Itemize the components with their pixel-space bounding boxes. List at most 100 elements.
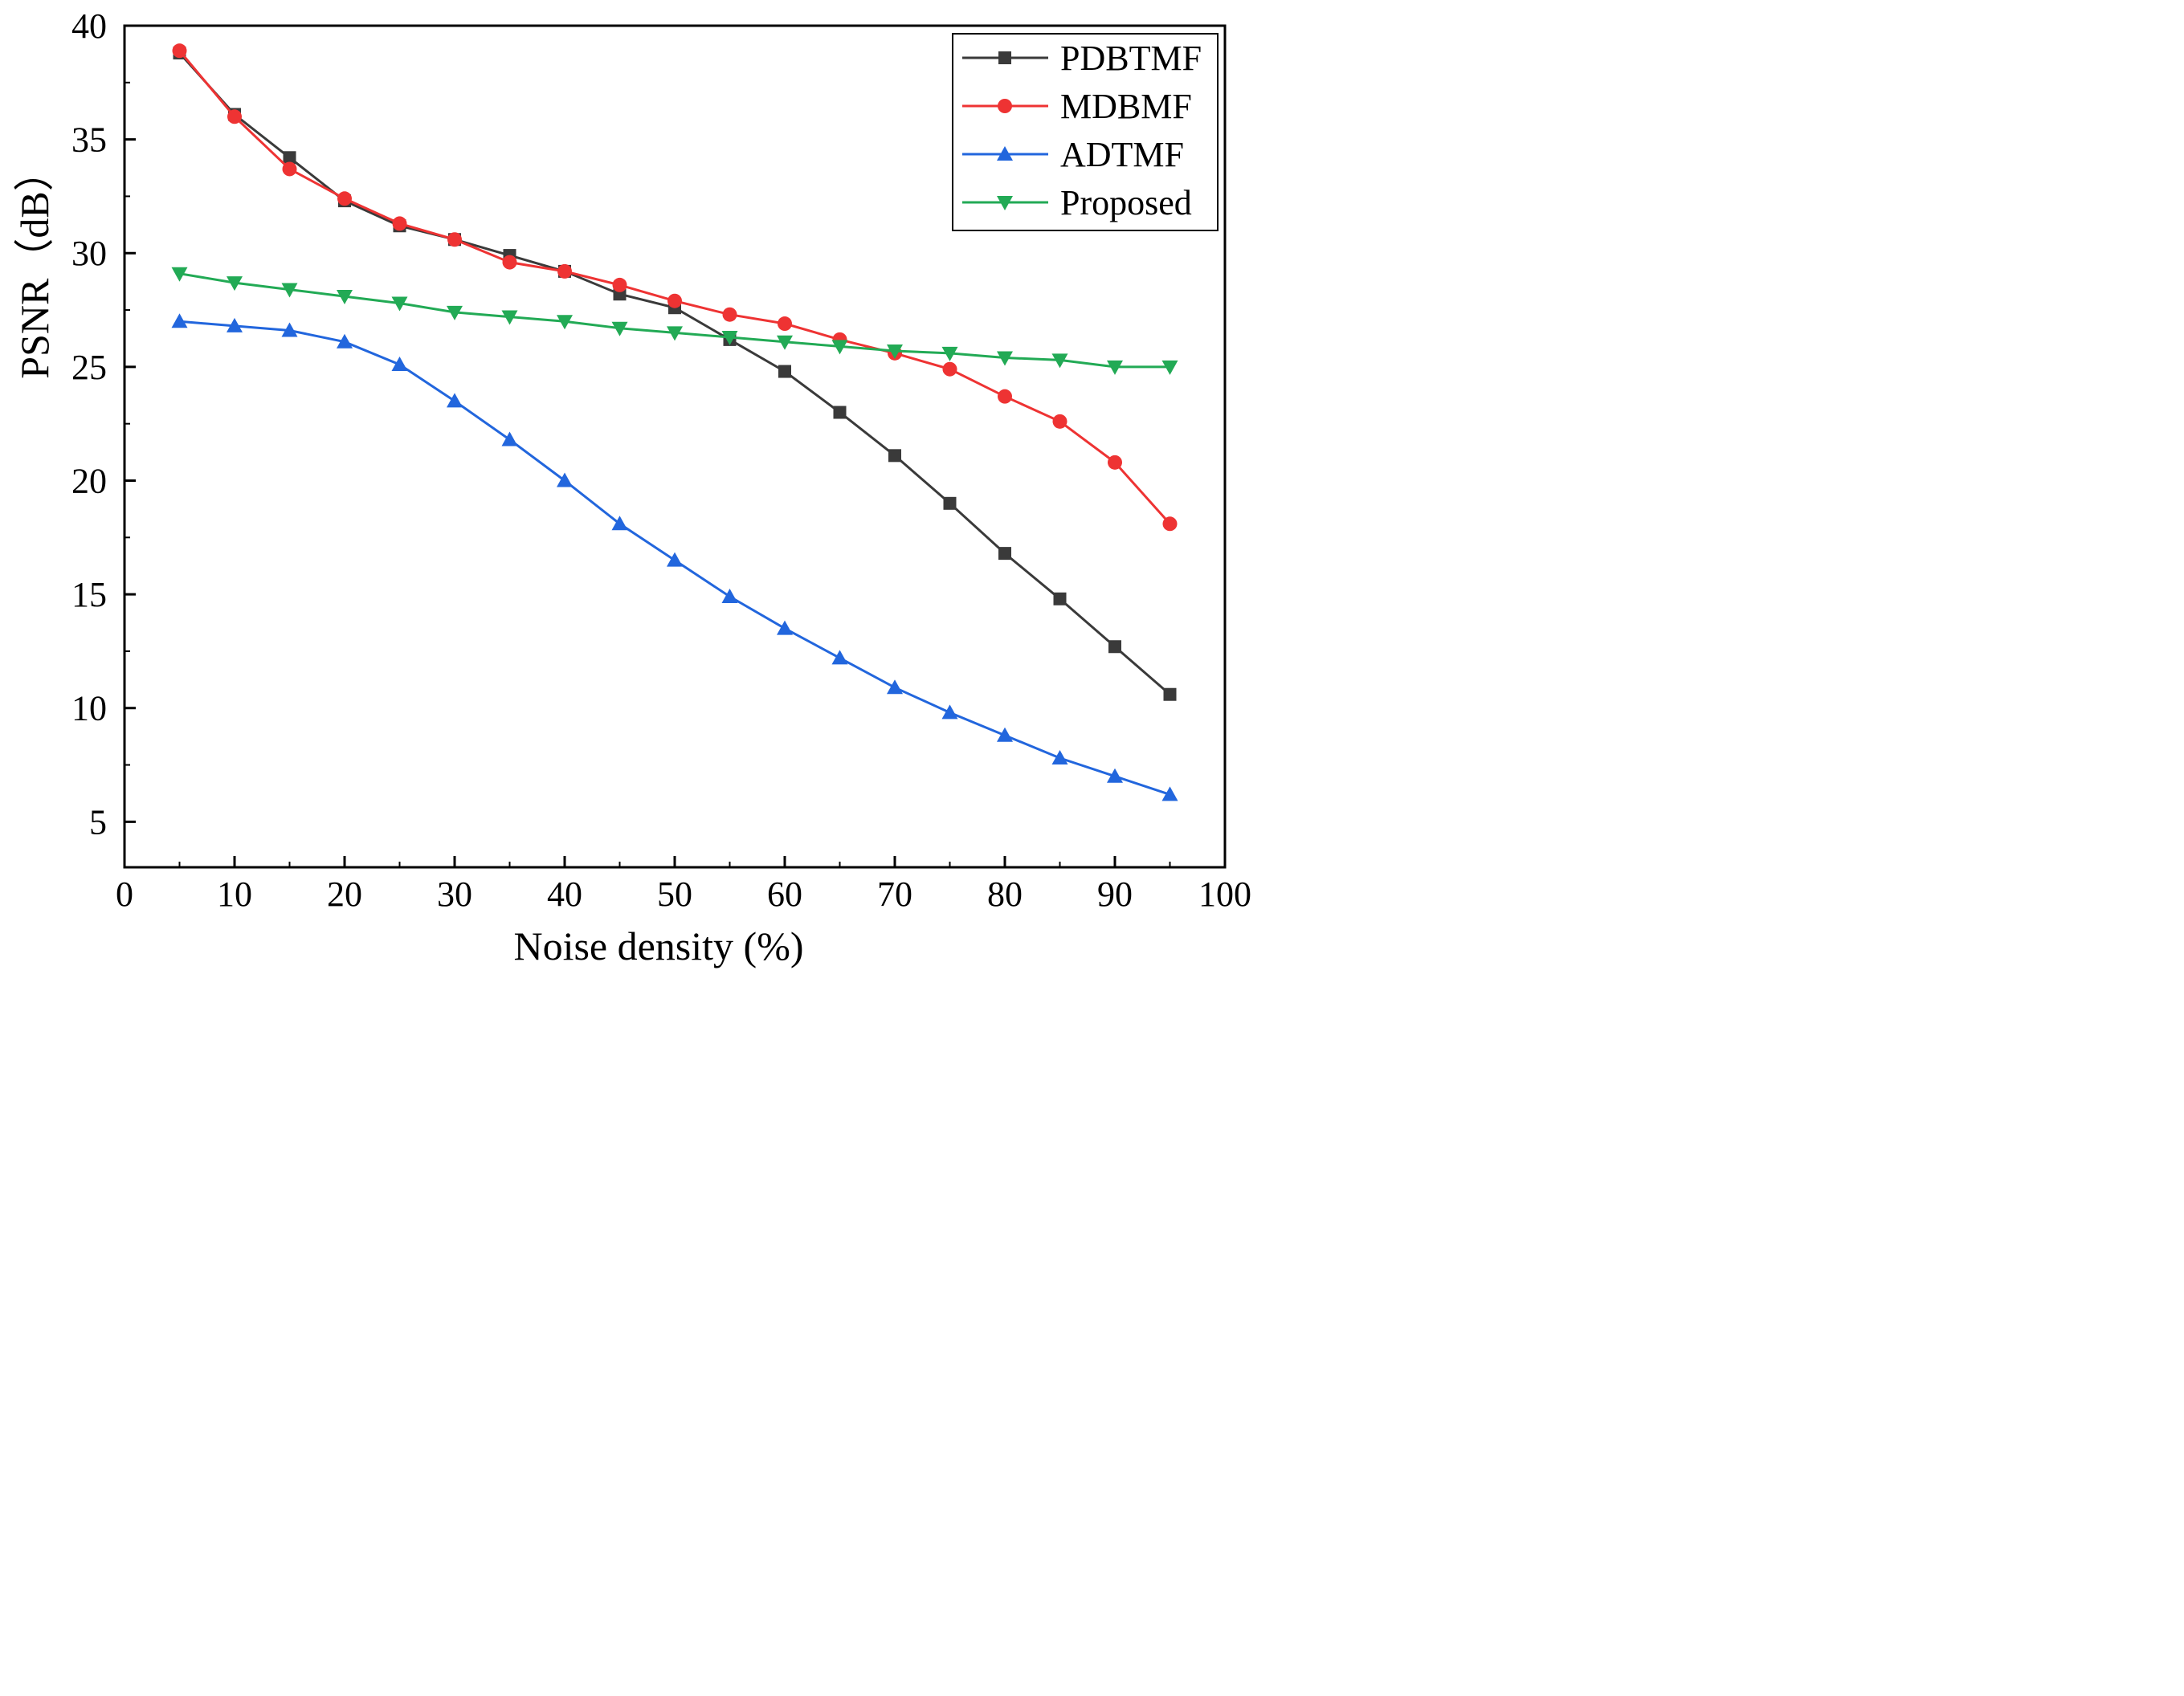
x-tick-label: 90 [1097, 874, 1133, 914]
x-tick-label: 10 [217, 874, 252, 914]
x-axis: 0 10 20 30 40 50 60 70 80 90 100 [116, 856, 1251, 914]
data-point-mdbmf [502, 255, 517, 270]
data-point-pdbtmf [1053, 592, 1067, 605]
data-point-mdbmf [667, 293, 682, 308]
data-point-mdbmf [612, 277, 627, 292]
y-tick-label: 35 [71, 120, 107, 160]
y-tick-label: 40 [71, 6, 107, 46]
y-tick-label: 30 [71, 234, 107, 273]
data-point-adtmf [281, 322, 298, 337]
data-point-proposed [777, 335, 793, 350]
data-point-mdbmf [1108, 455, 1122, 470]
data-point-proposed [337, 290, 353, 305]
data-point-proposed [721, 331, 738, 346]
data-point-proposed [501, 310, 518, 325]
y-tick-label: 15 [71, 575, 107, 614]
data-point-proposed [1107, 360, 1123, 375]
x-tick-label: 20 [327, 874, 362, 914]
data-point-pdbtmf [888, 449, 901, 463]
data-point-mdbmf [778, 316, 792, 332]
legend-item-proposed: Proposed [962, 183, 1192, 222]
data-point-mdbmf [227, 109, 242, 124]
legend-label: PDBTMF [1060, 39, 1202, 78]
legend-label: MDBMF [1060, 87, 1192, 126]
data-point-mdbmf [1052, 414, 1068, 429]
data-point-proposed [887, 344, 903, 360]
data-point-mdbmf [172, 43, 187, 59]
data-point-pdbtmf [1163, 687, 1177, 701]
data-point-adtmf [777, 620, 793, 635]
y-axis-title: PSNR（dB） [12, 151, 57, 378]
x-axis-title: Noise density (%) [513, 923, 803, 968]
data-point-pdbtmf [943, 496, 957, 510]
data-point-adtmf [611, 516, 628, 531]
legend-marker [998, 99, 1012, 113]
data-point-proposed [941, 346, 958, 361]
data-point-adtmf [447, 393, 463, 408]
data-point-adtmf [721, 588, 738, 603]
data-point-proposed [557, 315, 573, 330]
data-point-mdbmf [392, 216, 407, 231]
data-point-pdbtmf [778, 365, 791, 378]
x-tick-label: 80 [987, 874, 1023, 914]
data-point-adtmf [941, 704, 958, 720]
legend-item-pdbtmf: PDBTMF [962, 39, 1202, 78]
legend-marker [997, 196, 1013, 210]
data-point-adtmf [501, 431, 518, 446]
data-point-proposed [611, 321, 628, 336]
data-point-proposed [447, 305, 463, 320]
series-layer [171, 43, 1178, 801]
data-point-mdbmf [722, 307, 737, 322]
data-point-adtmf [337, 333, 353, 349]
line-chart: 5 10 15 20 25 30 35 40 0 10 20 30 40 50 60 70 80 90 100 N… [12, 6, 1251, 968]
x-tick-label: 30 [437, 874, 472, 914]
data-point-proposed [171, 267, 188, 282]
data-point-proposed [1161, 360, 1178, 375]
data-point-mdbmf [998, 389, 1012, 404]
data-point-proposed [831, 340, 848, 355]
data-point-proposed [1051, 353, 1068, 369]
y-tick-label: 5 [89, 802, 107, 842]
data-point-adtmf [1161, 786, 1178, 801]
series-proposed [171, 267, 1178, 375]
data-point-adtmf [887, 679, 903, 695]
data-point-proposed [391, 296, 408, 312]
data-point-proposed [997, 351, 1013, 366]
data-point-mdbmf [942, 361, 957, 377]
legend-item-mdbmf: MDBMF [962, 87, 1192, 126]
series-line-proposed [179, 272, 1170, 369]
series-mdbmf [172, 43, 1178, 532]
legend-box [952, 33, 1219, 231]
y-axis: 5 10 15 20 25 30 35 40 [71, 6, 136, 842]
legend: PDBTMF MDBMF ADTMF Proposed [952, 33, 1219, 231]
data-point-adtmf [667, 552, 683, 567]
data-point-adtmf [391, 357, 408, 372]
data-point-mdbmf [447, 232, 462, 247]
legend-label: ADTMF [1060, 135, 1184, 174]
data-point-proposed [281, 283, 298, 298]
y-tick-label: 10 [71, 689, 107, 728]
data-point-proposed [227, 276, 243, 292]
data-point-adtmf [831, 650, 848, 665]
data-point-mdbmf [337, 191, 352, 206]
y-tick-label: 25 [71, 348, 107, 387]
data-point-pdbtmf [833, 406, 847, 419]
legend-marker [997, 146, 1013, 161]
data-point-mdbmf [282, 161, 297, 177]
data-point-pdbtmf [998, 547, 1011, 561]
y-tick-label: 20 [71, 461, 107, 500]
x-tick-label: 70 [877, 874, 912, 914]
data-point-pdbtmf [283, 151, 296, 165]
data-point-adtmf [227, 317, 243, 332]
data-point-adtmf [1107, 768, 1123, 783]
data-point-proposed [667, 326, 683, 341]
data-point-mdbmf [1162, 516, 1178, 532]
data-point-adtmf [997, 727, 1013, 742]
data-point-mdbmf [557, 263, 572, 279]
data-point-adtmf [171, 313, 188, 328]
x-tick-label: 100 [1198, 874, 1251, 914]
x-tick-label: 60 [767, 874, 802, 914]
series-adtmf [171, 313, 1178, 801]
legend-item-adtmf: ADTMF [962, 135, 1184, 174]
x-tick-label: 0 [116, 874, 133, 914]
